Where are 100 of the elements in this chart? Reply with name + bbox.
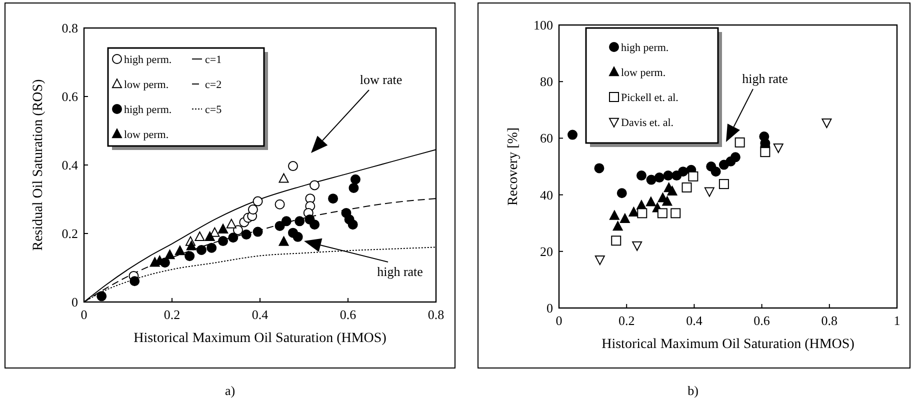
point [657, 208, 668, 218]
point [609, 210, 620, 220]
point [310, 220, 320, 230]
point [646, 196, 656, 206]
point [636, 170, 646, 181]
y-axis-title: Residual Oil Saturation (ROS) [31, 78, 46, 251]
x-tick-label: 0.6 [340, 307, 357, 322]
point [663, 170, 674, 181]
point [734, 137, 745, 148]
point [710, 166, 721, 177]
y-tick-label: 0.4 [62, 158, 78, 172]
point [350, 174, 360, 184]
point [278, 236, 289, 246]
y-tick-label: 80 [540, 74, 553, 90]
x-tick-label: 1 [894, 313, 900, 328]
annotation: high rate [377, 264, 424, 279]
annotation: low rate [360, 72, 402, 87]
legend-label: low perm. [124, 79, 169, 91]
legend-label: low perm. [621, 67, 666, 79]
point [632, 241, 642, 251]
point [174, 246, 185, 256]
x-tick-label: 0.2 [164, 307, 180, 322]
point [252, 226, 263, 237]
point [310, 180, 320, 190]
point [616, 188, 627, 198]
point [241, 230, 252, 240]
point [637, 208, 648, 218]
x-tick-label: 0.6 [754, 313, 770, 328]
point [594, 256, 605, 266]
point [704, 187, 714, 197]
point [348, 220, 358, 230]
annotation: high rate [742, 71, 788, 86]
y-tick-label: 0.2 [62, 226, 78, 241]
text: a) [224, 383, 236, 398]
point [628, 206, 639, 216]
y-tick-label: 20 [540, 244, 553, 259]
point [654, 172, 664, 183]
x-axis-title: Historical Maximum Oil Saturation (HMOS) [134, 331, 387, 346]
point [196, 244, 206, 255]
point [228, 232, 238, 243]
legend-label: Pickell et. al. [621, 92, 679, 104]
point [186, 240, 196, 250]
point [184, 251, 195, 262]
point [96, 291, 107, 302]
point [678, 166, 688, 177]
legend-label: c=5 [205, 104, 222, 116]
point [670, 208, 681, 218]
point [662, 196, 672, 206]
point [822, 118, 832, 128]
x-tick-label: 0.2 [618, 313, 635, 328]
text: b) [688, 383, 698, 398]
point [288, 161, 298, 172]
y-tick-label: 0.6 [62, 89, 78, 104]
point [612, 221, 623, 231]
point [688, 171, 698, 182]
point [594, 163, 604, 174]
x-tick-label: 0.4 [252, 307, 269, 322]
legend-label: c=1 [205, 54, 222, 66]
point [328, 194, 338, 204]
point [204, 231, 215, 242]
x-tick-label: 0.4 [686, 313, 703, 328]
legend-label: Davis et. al. [621, 117, 674, 129]
point [274, 199, 285, 210]
point [611, 236, 622, 246]
legend-label: low perm. [124, 129, 169, 141]
point [292, 232, 303, 242]
x-tick-label: 0 [556, 313, 562, 328]
point [252, 196, 263, 206]
legend-label: c=2 [205, 79, 222, 91]
point [667, 186, 678, 196]
point [281, 216, 292, 226]
point [278, 173, 289, 183]
point [718, 179, 729, 190]
y-tick-label: 60 [540, 130, 553, 146]
point [620, 213, 630, 223]
x-tick-label: 0.8 [428, 307, 444, 322]
point [164, 250, 175, 260]
point [218, 236, 228, 246]
point [646, 174, 656, 185]
x-tick-label: 0.8 [821, 313, 838, 328]
point [248, 204, 258, 215]
point [348, 182, 359, 193]
legend-label: high perm. [124, 54, 172, 66]
point [568, 130, 578, 140]
y-tick-label: 0 [72, 294, 78, 310]
point [226, 218, 236, 228]
point [773, 143, 784, 153]
y-tick-label: 100 [534, 18, 553, 32]
y-tick-label: 40 [540, 187, 553, 202]
point [274, 220, 285, 231]
point [194, 231, 205, 242]
y-axis-title: Recovery [%] [506, 127, 521, 206]
point [730, 152, 740, 162]
point [206, 242, 217, 253]
point [130, 276, 140, 286]
x-axis-title: Historical Maximum Oil Saturation (HMOS) [602, 337, 855, 352]
y-tick-label: 0.8 [62, 20, 78, 36]
point [760, 147, 770, 158]
point [682, 182, 692, 192]
legend-label: high perm. [621, 42, 669, 54]
